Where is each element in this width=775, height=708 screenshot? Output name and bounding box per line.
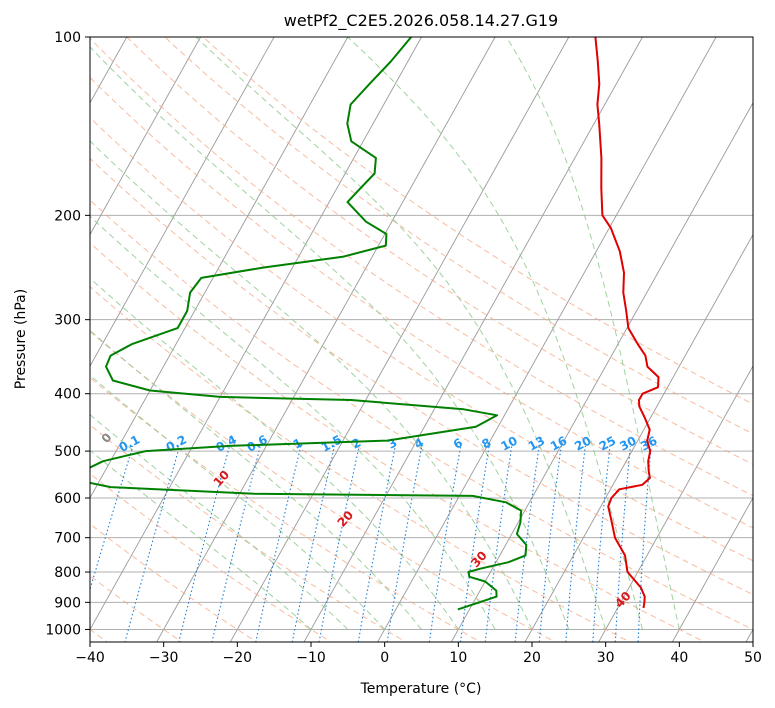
- dry-adiabat-line: [90, 116, 753, 562]
- mixing-ratio-line: [386, 445, 423, 642]
- isotherm-line: [90, 37, 275, 368]
- mixing-ratio-line: [291, 445, 336, 642]
- moist-adiabat-line: [90, 215, 496, 630]
- dry-adiabat-line: [90, 424, 407, 642]
- dry-adiabat-line: [90, 473, 333, 642]
- isotherm-line: [377, 37, 717, 642]
- y-tick-label: 400: [54, 387, 81, 403]
- dry-adiabat-line: [90, 242, 706, 642]
- y-tick-label: 1000: [45, 622, 81, 638]
- isotherm-line: [671, 496, 753, 642]
- x-tick-label: 50: [744, 650, 762, 666]
- dry-adiabat-line: [90, 286, 632, 642]
- moist-adiabat-line: [90, 329, 422, 630]
- y-tick-label: 100: [54, 30, 81, 46]
- dewpoint-profile-line: [90, 37, 528, 611]
- dry-adiabat-line: [202, 37, 753, 405]
- mixing-ratio-label: 10: [499, 433, 520, 453]
- y-tick-label: 800: [54, 565, 81, 581]
- x-tick-label: 0: [380, 650, 389, 666]
- x-axis-label: Temperature (°C): [360, 681, 482, 697]
- x-tick-label: 30: [597, 650, 615, 666]
- mixing-ratio-line: [514, 445, 540, 642]
- isotherm-line: [90, 37, 423, 631]
- mixing-ratio-label: 30: [617, 433, 638, 453]
- x-tick-label: 10: [449, 650, 467, 666]
- mixing-ratio-line: [538, 445, 562, 642]
- mixing-ratio-line: [428, 445, 462, 642]
- isotherm-line: [90, 37, 202, 236]
- x-tick-label: 20: [523, 650, 541, 666]
- chart-title: wetPf2_C2E5.2026.058.14.27.G19: [284, 11, 558, 31]
- y-tick-label: 500: [54, 444, 81, 460]
- dry-adiabat-line: [90, 76, 753, 529]
- isotherm-line: [90, 37, 349, 499]
- y-tick-label: 200: [54, 208, 81, 224]
- moist-adiabat-line: [506, 37, 680, 630]
- mixing-ratio-line: [178, 445, 231, 642]
- mixing-ratio-line: [484, 445, 513, 642]
- temperature-profile-line: [594, 37, 660, 609]
- moist-adiabat-line: [347, 37, 643, 630]
- isotherm-line: [524, 233, 753, 642]
- y-tick-label: 300: [54, 313, 81, 329]
- mixing-ratio-label: 20: [572, 433, 593, 453]
- y-axis-label: Pressure (hPa): [13, 289, 29, 389]
- moist-adiabat-line: [90, 277, 459, 630]
- y-axis: 1000 900 800 700 600 500 400 300 200 100: [45, 30, 90, 638]
- moist-adiabat-line: [90, 449, 312, 630]
- x-axis: −40 −30 −20 −10 0 10 20 30 40 50: [75, 642, 762, 666]
- mixing-ratio-line: [211, 445, 261, 642]
- mixing-ratio-line: [614, 445, 631, 642]
- isotherm-line: [0, 10, 68, 654]
- moist-adiabat-line: [90, 374, 386, 630]
- x-tick-label: −40: [75, 650, 105, 666]
- dry-adiabat-line: [90, 575, 183, 642]
- x-tick-label: −10: [296, 650, 326, 666]
- plot-frame: [89, 36, 754, 643]
- isotherm-line: [229, 37, 570, 642]
- moist-adiabat-line: [90, 46, 570, 630]
- x-tick-label: 40: [670, 650, 688, 666]
- mixing-ratio-label: 25: [597, 433, 618, 453]
- isotherm-line: [450, 101, 753, 642]
- x-tick-label: −30: [149, 650, 179, 666]
- mixing-ratio-line: [459, 445, 490, 642]
- sounding-profiles: [90, 37, 660, 611]
- mixing-ratio-line: [592, 445, 611, 642]
- mixing-ratio-label: 13: [526, 433, 547, 453]
- mixing-ratio-label: 16: [548, 433, 569, 453]
- background-lines: [0, 10, 753, 654]
- x-tick-label: −20: [223, 650, 253, 666]
- dry-adiabat-line: [90, 330, 557, 642]
- mixing-ratio-line: [318, 445, 360, 642]
- dry-adiabat-line: [90, 37, 753, 497]
- mixing-ratio-line: [637, 445, 652, 642]
- y-tick-label: 600: [54, 491, 81, 507]
- dry-adiabat-line: [90, 377, 482, 642]
- mixing-ratio-line: [565, 445, 586, 642]
- dry-adiabat-label: -10: [0, 385, 13, 410]
- y-tick-label: 900: [54, 595, 81, 611]
- moist-adiabat-line: [195, 37, 607, 630]
- moist-adiabat-line: [90, 414, 349, 630]
- plot-background: [90, 37, 753, 642]
- mixing-ratio-line: [357, 445, 396, 642]
- y-tick-label: 700: [54, 531, 81, 547]
- isotherm-line: [598, 365, 753, 642]
